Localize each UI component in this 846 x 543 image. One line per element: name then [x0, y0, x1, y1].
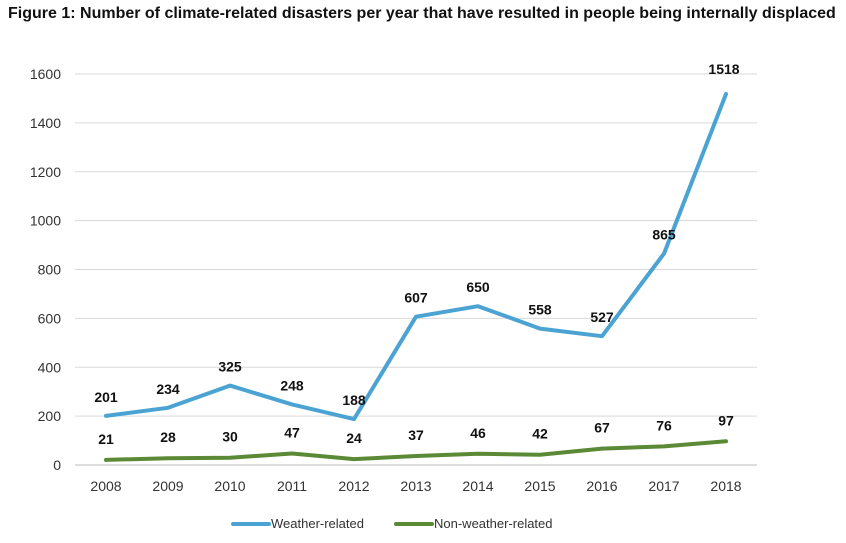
- y-tick-label: 1600: [30, 66, 61, 82]
- x-tick-label: 2014: [462, 478, 493, 494]
- data-label-weather: 607: [404, 290, 428, 306]
- y-tick-label: 800: [38, 262, 62, 278]
- x-tick-label: 2010: [214, 478, 245, 494]
- x-tick-label: 2015: [524, 478, 555, 494]
- y-tick-label: 0: [53, 457, 61, 473]
- data-label-non-weather: 24: [346, 430, 362, 446]
- x-tick-label: 2013: [400, 478, 431, 494]
- x-tick-label: 2017: [648, 478, 679, 494]
- data-label-weather: 558: [528, 302, 552, 318]
- y-tick-label: 400: [38, 359, 62, 375]
- data-label-non-weather: 76: [656, 417, 672, 433]
- legend-label-non-weather-related: Non-weather-related: [434, 516, 553, 531]
- legend-label-weather-related: Weather-related: [271, 516, 364, 531]
- series-line-weather-related: [104, 92, 728, 422]
- data-label-non-weather: 28: [160, 429, 176, 445]
- x-tick-label: 2016: [586, 478, 617, 494]
- x-tick-label: 2012: [338, 478, 369, 494]
- data-label-non-weather: 37: [408, 427, 424, 443]
- data-label-non-weather: 42: [532, 426, 548, 442]
- x-tick-label: 2018: [710, 478, 741, 494]
- x-tick-label: 2011: [277, 478, 307, 494]
- y-tick-label: 200: [38, 408, 62, 424]
- chart-title: Figure 1: Number of climate-related disa…: [8, 5, 836, 22]
- data-label-non-weather: 97: [718, 412, 734, 428]
- series-line-non-weather-related: [104, 439, 728, 462]
- x-tick-label: 2008: [90, 478, 121, 494]
- x-tick-label: 2009: [152, 478, 183, 494]
- data-label-non-weather: 21: [98, 431, 114, 447]
- data-label-weather: 188: [342, 392, 366, 408]
- data-label-weather: 650: [466, 279, 490, 295]
- y-tick-label: 1200: [30, 164, 61, 180]
- y-tick-label: 1000: [30, 213, 61, 229]
- data-label-non-weather: 47: [284, 425, 300, 441]
- data-label-weather: 527: [590, 309, 614, 325]
- data-label-weather: 201: [94, 389, 118, 405]
- data-label-weather: 1518: [708, 61, 739, 77]
- data-label-non-weather: 67: [594, 420, 610, 436]
- data-label-non-weather: 46: [470, 425, 486, 441]
- y-tick-label: 1400: [30, 115, 61, 131]
- data-label-weather: 248: [280, 377, 304, 393]
- data-label-weather: 234: [156, 381, 180, 397]
- data-label-non-weather: 30: [222, 429, 238, 445]
- y-tick-label: 600: [38, 310, 62, 326]
- data-label-weather: 865: [652, 227, 676, 243]
- data-label-weather: 325: [218, 359, 242, 375]
